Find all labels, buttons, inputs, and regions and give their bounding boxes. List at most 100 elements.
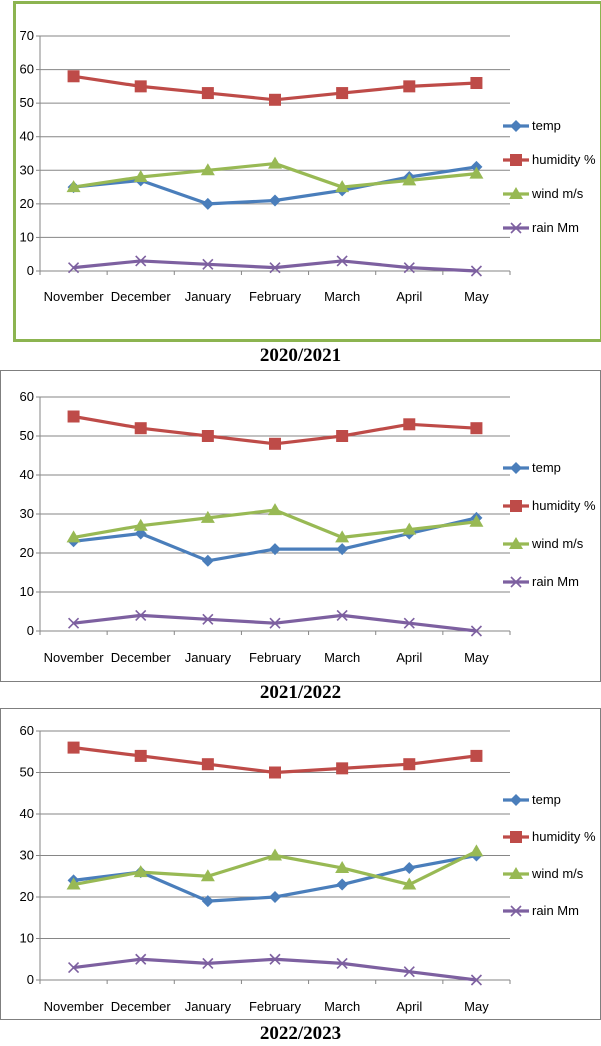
y-tick-label: 70 xyxy=(20,28,34,43)
legend-label: humidity % xyxy=(532,498,596,513)
chart-caption-3: 2022/2023 xyxy=(259,1023,342,1044)
legend-marker xyxy=(510,462,522,474)
data-point xyxy=(201,87,214,100)
legend-label: wind m/s xyxy=(531,866,584,881)
series-line xyxy=(73,259,477,273)
data-point xyxy=(68,262,80,274)
series-square xyxy=(67,70,483,106)
y-tick-label: 60 xyxy=(20,389,34,404)
chart-panel-2: 0 10 20 30 40 50 60 November December January Febr… xyxy=(0,370,601,708)
data-point xyxy=(469,844,484,857)
series-triangle xyxy=(66,844,484,890)
data-point xyxy=(66,530,81,543)
data-point xyxy=(269,617,281,629)
data-point xyxy=(336,430,349,442)
data-point xyxy=(202,613,214,625)
data-point xyxy=(336,87,349,100)
y-tick-label: 20 xyxy=(20,889,34,904)
y-tick-label: 0 xyxy=(27,623,34,638)
legend-item: humidity % xyxy=(503,498,596,513)
data-point xyxy=(402,522,417,535)
legend-item: wind m/s xyxy=(503,536,584,551)
data-point xyxy=(135,255,147,267)
data-point xyxy=(268,848,282,861)
legend-item: rain Mm xyxy=(503,574,579,589)
data-point xyxy=(402,173,417,186)
data-point xyxy=(470,422,483,435)
series-x xyxy=(68,609,482,637)
chart-panel-1: 0 10 20 30 40 50 60 70 November December January Fe… xyxy=(0,0,601,370)
data-point xyxy=(201,197,214,210)
series-triangle xyxy=(66,503,484,543)
legend-marker xyxy=(510,576,522,588)
legend-marker xyxy=(509,187,523,199)
y-tick-label: 30 xyxy=(20,162,34,177)
legend-item: rain Mm xyxy=(503,220,579,235)
legend-label: rain Mm xyxy=(532,903,579,918)
y-tick-label: 0 xyxy=(27,972,34,987)
data-point xyxy=(336,957,348,969)
data-point xyxy=(67,410,80,423)
chart-frame xyxy=(0,708,601,1020)
data-point xyxy=(134,749,147,762)
x-tick-label: February xyxy=(249,289,302,304)
data-point xyxy=(269,543,281,556)
data-point xyxy=(336,762,349,775)
data-point xyxy=(269,194,281,207)
chart-caption-1: 2020/2021 xyxy=(259,345,342,366)
chart-panel-3: 0 10 20 30 40 50 60 November December January Febr… xyxy=(0,708,601,1046)
chart-caption-2: 2021/2022 xyxy=(259,682,342,703)
x-tick-label: January xyxy=(185,650,232,665)
legend-marker xyxy=(510,905,522,917)
y-tick-label: 50 xyxy=(20,95,34,110)
data-point xyxy=(202,258,214,270)
series-triangle xyxy=(66,156,484,193)
data-point xyxy=(335,180,350,193)
data-point xyxy=(269,437,281,450)
legend-marker xyxy=(510,794,522,806)
x-tick-label: March xyxy=(324,289,360,304)
series-line xyxy=(73,957,477,982)
legend-label: wind m/s xyxy=(531,186,584,201)
series-x xyxy=(68,255,482,277)
data-point xyxy=(201,758,214,771)
series-square xyxy=(67,741,483,779)
data-point xyxy=(403,418,416,431)
y-tick-label: 60 xyxy=(20,723,34,738)
data-point xyxy=(403,617,415,629)
data-point xyxy=(66,180,81,193)
data-point xyxy=(268,503,282,516)
legend-marker xyxy=(510,831,522,843)
series-square xyxy=(67,410,483,450)
legend-label: temp xyxy=(532,118,561,133)
data-point xyxy=(133,865,148,878)
x-tick-label: April xyxy=(396,650,422,665)
data-point xyxy=(335,530,350,543)
x-tick-label: January xyxy=(185,289,232,304)
y-tick-label: 20 xyxy=(20,545,34,560)
x-tick-label: February xyxy=(249,999,302,1014)
y-tick-label: 40 xyxy=(20,806,34,821)
data-point xyxy=(135,953,147,965)
legend-marker xyxy=(510,500,522,512)
data-point xyxy=(470,625,482,637)
x-tick-label: May xyxy=(464,650,489,665)
data-point xyxy=(269,953,281,965)
data-point xyxy=(133,170,148,182)
data-point xyxy=(133,518,148,531)
data-point xyxy=(403,80,416,93)
data-point xyxy=(403,966,415,978)
legend-label: humidity % xyxy=(532,829,596,844)
data-point xyxy=(269,891,281,903)
legend-item: wind m/s xyxy=(503,186,584,201)
legend-item: rain Mm xyxy=(503,903,579,918)
x-tick-label: March xyxy=(324,999,360,1014)
x-tick-label: May xyxy=(464,999,489,1014)
data-point xyxy=(469,514,484,527)
y-tick-label: 10 xyxy=(20,584,34,599)
y-tick-label: 10 xyxy=(20,931,34,946)
legend-marker xyxy=(510,222,522,234)
x-tick-label: December xyxy=(111,650,172,665)
legend-label: temp xyxy=(532,792,561,807)
y-tick-label: 20 xyxy=(20,196,34,211)
